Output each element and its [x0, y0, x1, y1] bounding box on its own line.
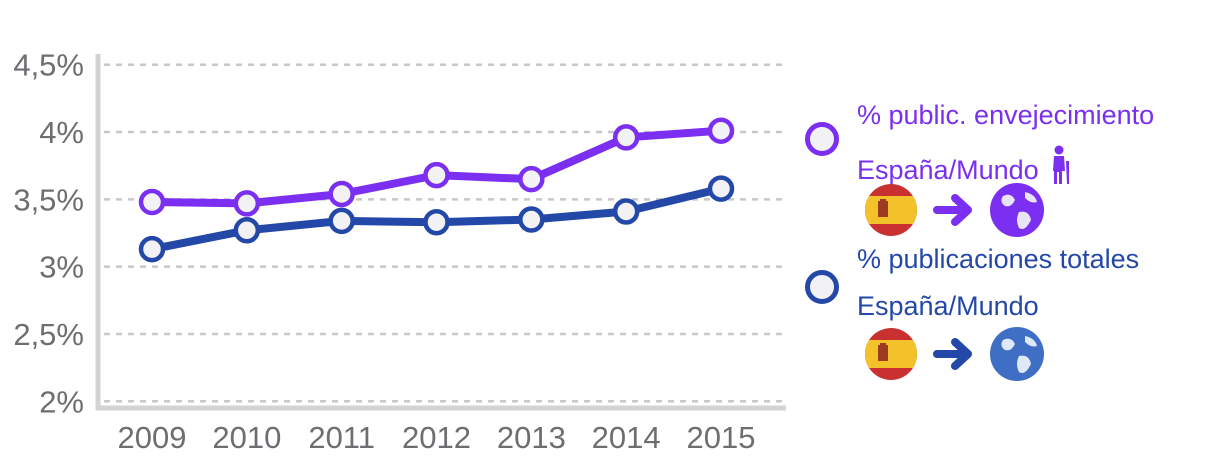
legend-icons-total — [865, 326, 1065, 386]
legend-label-total: % publicaciones totales España/Mundo — [857, 236, 1139, 330]
x-tick-labels: 2009 2010 2011 2012 2013 2014 2015 — [118, 420, 756, 455]
arrow-right-icon — [933, 338, 972, 370]
elderly-person-icon — [1053, 145, 1070, 184]
y-tick-label: 4% — [39, 115, 84, 150]
x-tick-label: 2015 — [687, 420, 756, 455]
x-tick-label: 2010 — [212, 420, 281, 455]
x-tick-label: 2011 — [308, 420, 375, 455]
axes — [95, 54, 786, 411]
y-tick-label: 3,5% — [13, 182, 84, 217]
data-point — [138, 188, 166, 216]
legend-marker-total — [805, 270, 839, 304]
data-point — [233, 217, 261, 244]
series — [138, 117, 735, 263]
data-point — [328, 207, 355, 235]
data-point — [707, 117, 735, 144]
series-1 — [138, 175, 735, 263]
legend-label-aging-line2: España/Mundo — [857, 155, 1039, 185]
gridlines — [104, 63, 786, 403]
y-tick-label: 2,5% — [13, 317, 84, 352]
data-point — [518, 165, 545, 193]
data-point — [138, 235, 166, 263]
spain-flag-icon — [865, 184, 917, 236]
data-point — [233, 190, 261, 217]
series-0 — [138, 117, 735, 217]
y-tick-labels: 2% 2,5% 3% 3,5% 4% 4,5% — [13, 48, 84, 420]
legend-label-aging: % public. envejecimiento España/Mundo — [857, 92, 1154, 194]
legend-marker-aging — [805, 122, 839, 156]
y-tick-label: 3% — [39, 250, 84, 285]
data-point — [423, 208, 450, 236]
data-point — [707, 175, 735, 202]
data-point — [518, 206, 545, 233]
data-point — [612, 124, 640, 151]
legend-entry-total: % publicaciones totales España/Mundo — [805, 242, 1200, 392]
data-point — [423, 161, 450, 189]
legend-icons-aging — [865, 182, 1065, 242]
legend-label-total-line1: % publicaciones totales — [857, 244, 1140, 274]
arrow-right-icon — [933, 194, 972, 226]
globe-icon — [990, 183, 1044, 237]
x-tick-label: 2014 — [592, 420, 661, 455]
globe-icon — [990, 327, 1044, 381]
legend-label-aging-line1: % public. envejecimiento — [857, 100, 1155, 130]
legend: % public. envejecimiento España/Mundo — [805, 92, 1200, 392]
spain-flag-icon — [865, 328, 917, 380]
data-point — [328, 180, 355, 208]
data-point — [612, 198, 640, 225]
x-tick-label: 2013 — [497, 420, 566, 455]
legend-label-total-line2: España/Mundo — [857, 291, 1039, 321]
y-tick-label: 2% — [39, 384, 84, 419]
legend-entry-aging: % public. envejecimiento España/Mundo — [805, 92, 1200, 242]
x-tick-label: 2012 — [402, 420, 471, 455]
y-tick-label: 4,5% — [13, 48, 84, 83]
x-tick-label: 2009 — [118, 420, 187, 455]
